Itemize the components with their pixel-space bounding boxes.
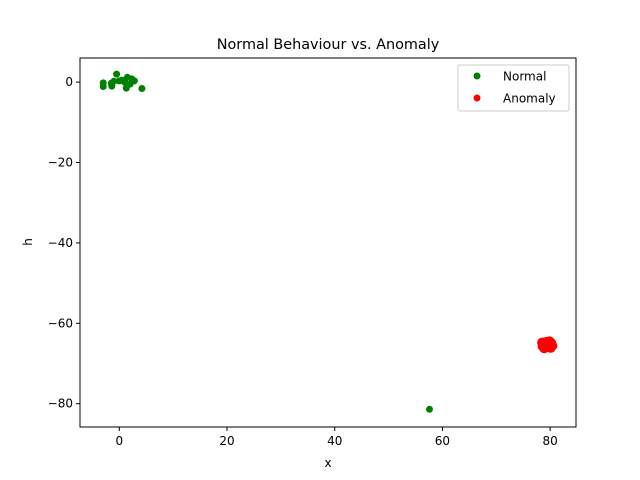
chart-title: Normal Behaviour vs. Anomaly (217, 37, 440, 53)
point-normal-4 (110, 77, 118, 85)
x-tick-label-4: 80 (543, 434, 558, 448)
x-tick-label-2: 40 (327, 434, 342, 448)
legend: Normal Anomaly (457, 64, 570, 112)
legend-marker-normal (473, 72, 481, 80)
point-normal-15 (426, 405, 433, 413)
x-tick-label-0: 0 (115, 434, 123, 448)
plot-frame (79, 57, 577, 428)
y-tick-label-2: −40 (48, 236, 73, 250)
point-anomaly-14 (539, 343, 550, 354)
legend-label-anomaly: Anomaly (503, 92, 556, 106)
y-tick-label-0: 0 (65, 75, 73, 89)
point-anomaly-13 (544, 336, 555, 347)
point-normal-5 (113, 70, 121, 78)
legend-box (457, 64, 570, 112)
ticks-layer: 0 20 40 60 80 0 −20 −40 −60 −80 (48, 75, 558, 448)
x-tick-label-3: 60 (435, 434, 450, 448)
points-layer (99, 70, 558, 413)
point-normal-14 (138, 85, 146, 92)
x-tick-label-1: 20 (219, 434, 234, 448)
legend-marker-anomaly (473, 94, 481, 102)
y-axis-label: h (21, 238, 35, 246)
legend-label-normal: Normal (503, 70, 546, 84)
y-tick-label-4: −80 (48, 397, 73, 411)
y-tick-label-3: −60 (48, 316, 73, 330)
x-axis-label: x (324, 456, 331, 470)
point-normal-1 (99, 83, 107, 90)
y-tick-label-1: −20 (48, 156, 73, 170)
point-normal-13 (130, 77, 138, 85)
